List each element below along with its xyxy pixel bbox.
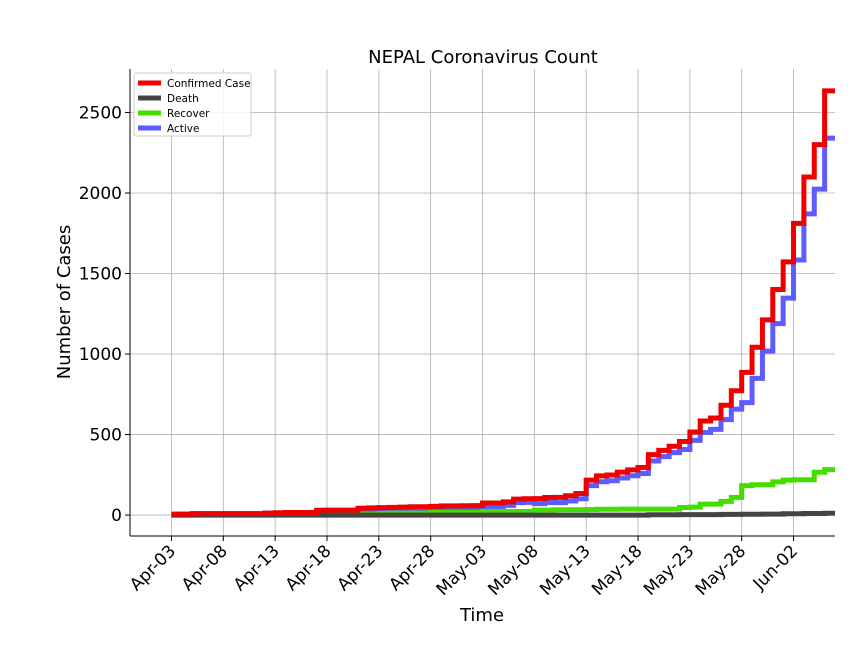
x-axis-label: Time [459,605,504,626]
x-tick-label: May-18 [588,541,646,599]
legend-frame [133,72,252,137]
legend-label: Active [167,123,199,135]
y-tick-label: 1000 [79,345,122,365]
grid [130,69,835,536]
x-tick-label: May-03 [433,541,491,599]
x-tick-label: Jun-02 [749,541,802,594]
series-line-confirmed-case [171,88,835,517]
x-tick-label: May-08 [484,541,542,599]
x-axis-ticks: Apr-03Apr-08Apr-13Apr-18Apr-23Apr-28May-… [126,536,802,600]
x-tick-label: Apr-28 [385,541,439,595]
y-tick-label: 1500 [79,265,122,285]
legend-label: Death [167,93,199,105]
x-tick-label: Apr-23 [334,541,388,595]
y-tick-label: 2500 [79,103,122,123]
series-line-active [171,135,835,517]
x-tick-label: Apr-18 [282,541,336,595]
chart-title: NEPAL Coronavirus Count [368,47,598,68]
x-tick-label: May-13 [536,541,594,599]
y-tick-label: 2000 [79,184,122,204]
x-tick-label: May-23 [640,541,698,599]
series-lines [171,88,835,518]
x-tick-label: Apr-13 [230,541,284,595]
x-tick-label: Apr-03 [126,541,180,595]
x-tick-label: Apr-08 [178,541,232,595]
legend: Confirmed Case Death Recover Active [133,72,252,137]
legend-label: Recover [167,108,210,120]
x-tick-label: May-28 [692,541,750,599]
y-axis-label: Number of Cases [54,225,75,380]
y-tick-label: 500 [90,426,122,446]
y-tick-label: 0 [111,506,122,526]
legend-label: Confirmed Case [167,78,251,90]
series-line-death [171,510,835,518]
y-axis-ticks: 0 500 1000 1500 2000 2500 [79,103,130,526]
